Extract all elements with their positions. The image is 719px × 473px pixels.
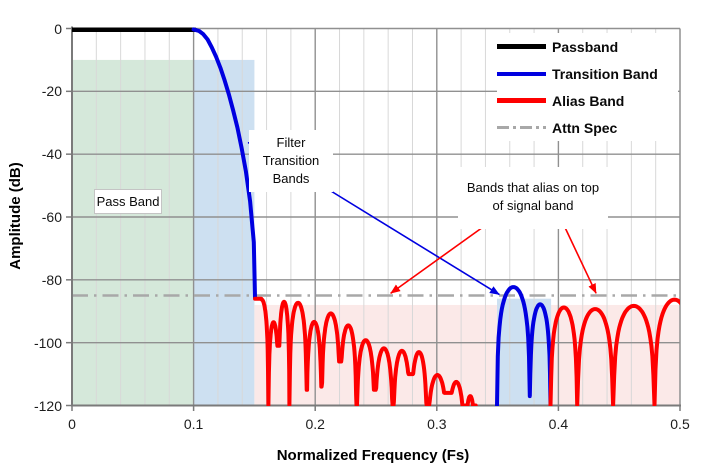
legend-label: Alias Band <box>552 92 625 109</box>
annotation-text-line: Bands that alias on top <box>466 180 600 195</box>
curve-transition-band-1 <box>191 27 257 300</box>
legend-item-alias-band: Alias Band <box>497 87 678 114</box>
legend-label: Passband <box>552 38 619 55</box>
pass-band-region <box>72 59 194 406</box>
y-tick-label-0: 0 <box>54 20 62 37</box>
curve-transition-band-3 <box>495 285 553 406</box>
x-tick-label-0.4: 0.4 <box>548 416 569 432</box>
y-axis-title: Amplitude (dB) <box>7 162 24 270</box>
x-tick-label-0.2: 0.2 <box>305 416 325 432</box>
x-tick-label-0: 0 <box>68 416 76 432</box>
transition-band-region-2 <box>496 298 552 406</box>
y-tick-label--80: -80 <box>41 271 62 288</box>
filter-transition-annotation: Filter Transition Bands <box>249 130 333 192</box>
legend: Passband Transition Band Alias Band Attn Sp… <box>497 33 678 141</box>
alias-bands-annotation: Bands that alias on top of signal band <box>458 167 608 229</box>
annotation-text-line: Transition <box>262 153 320 168</box>
y-tick-label--100: -100 <box>33 334 62 351</box>
legend-label: Attn Spec <box>552 119 618 136</box>
transition-band-region-1 <box>193 59 255 406</box>
x-tick-label-0.5: 0.5 <box>670 416 690 432</box>
curve-alias-band-2 <box>253 296 478 406</box>
legend-line-sample <box>497 71 546 76</box>
pass-band-label: Pass Band <box>94 189 162 214</box>
y-tick-label--20: -20 <box>41 83 62 100</box>
curve-alias-band-4 <box>548 297 680 406</box>
legend-item-transition-band: Transition Band <box>497 60 678 87</box>
legend-item-attn-spec: Attn Spec <box>497 114 678 141</box>
response-curves <box>72 27 680 406</box>
x-tick-label-0.1: 0.1 <box>183 416 204 432</box>
annotation-text-line: Bands <box>272 171 310 186</box>
legend-line-sample <box>497 126 546 129</box>
y-tick-label--60: -60 <box>41 209 62 225</box>
annotation-text-line: Filter <box>276 135 306 150</box>
legend-label: Transition Band <box>552 65 658 82</box>
x-tick-label-0.3: 0.3 <box>427 416 447 432</box>
arrow-to-alias-band-right <box>560 218 597 294</box>
y-tick-label--120: -120 <box>33 397 62 414</box>
legend-item-passband: Passband <box>497 33 678 60</box>
arrow-to-alias-band-left <box>390 216 498 294</box>
arrow-to-second-transition-band <box>312 179 500 296</box>
annotation-text-line: of signal band <box>492 198 574 213</box>
x-axis-title: Normalized Frequency (Fs) <box>276 447 470 464</box>
legend-line-sample <box>497 44 546 49</box>
y-tick-label--40: -40 <box>41 146 62 163</box>
legend-line-sample <box>497 98 546 103</box>
plot-frame <box>66 26 681 411</box>
